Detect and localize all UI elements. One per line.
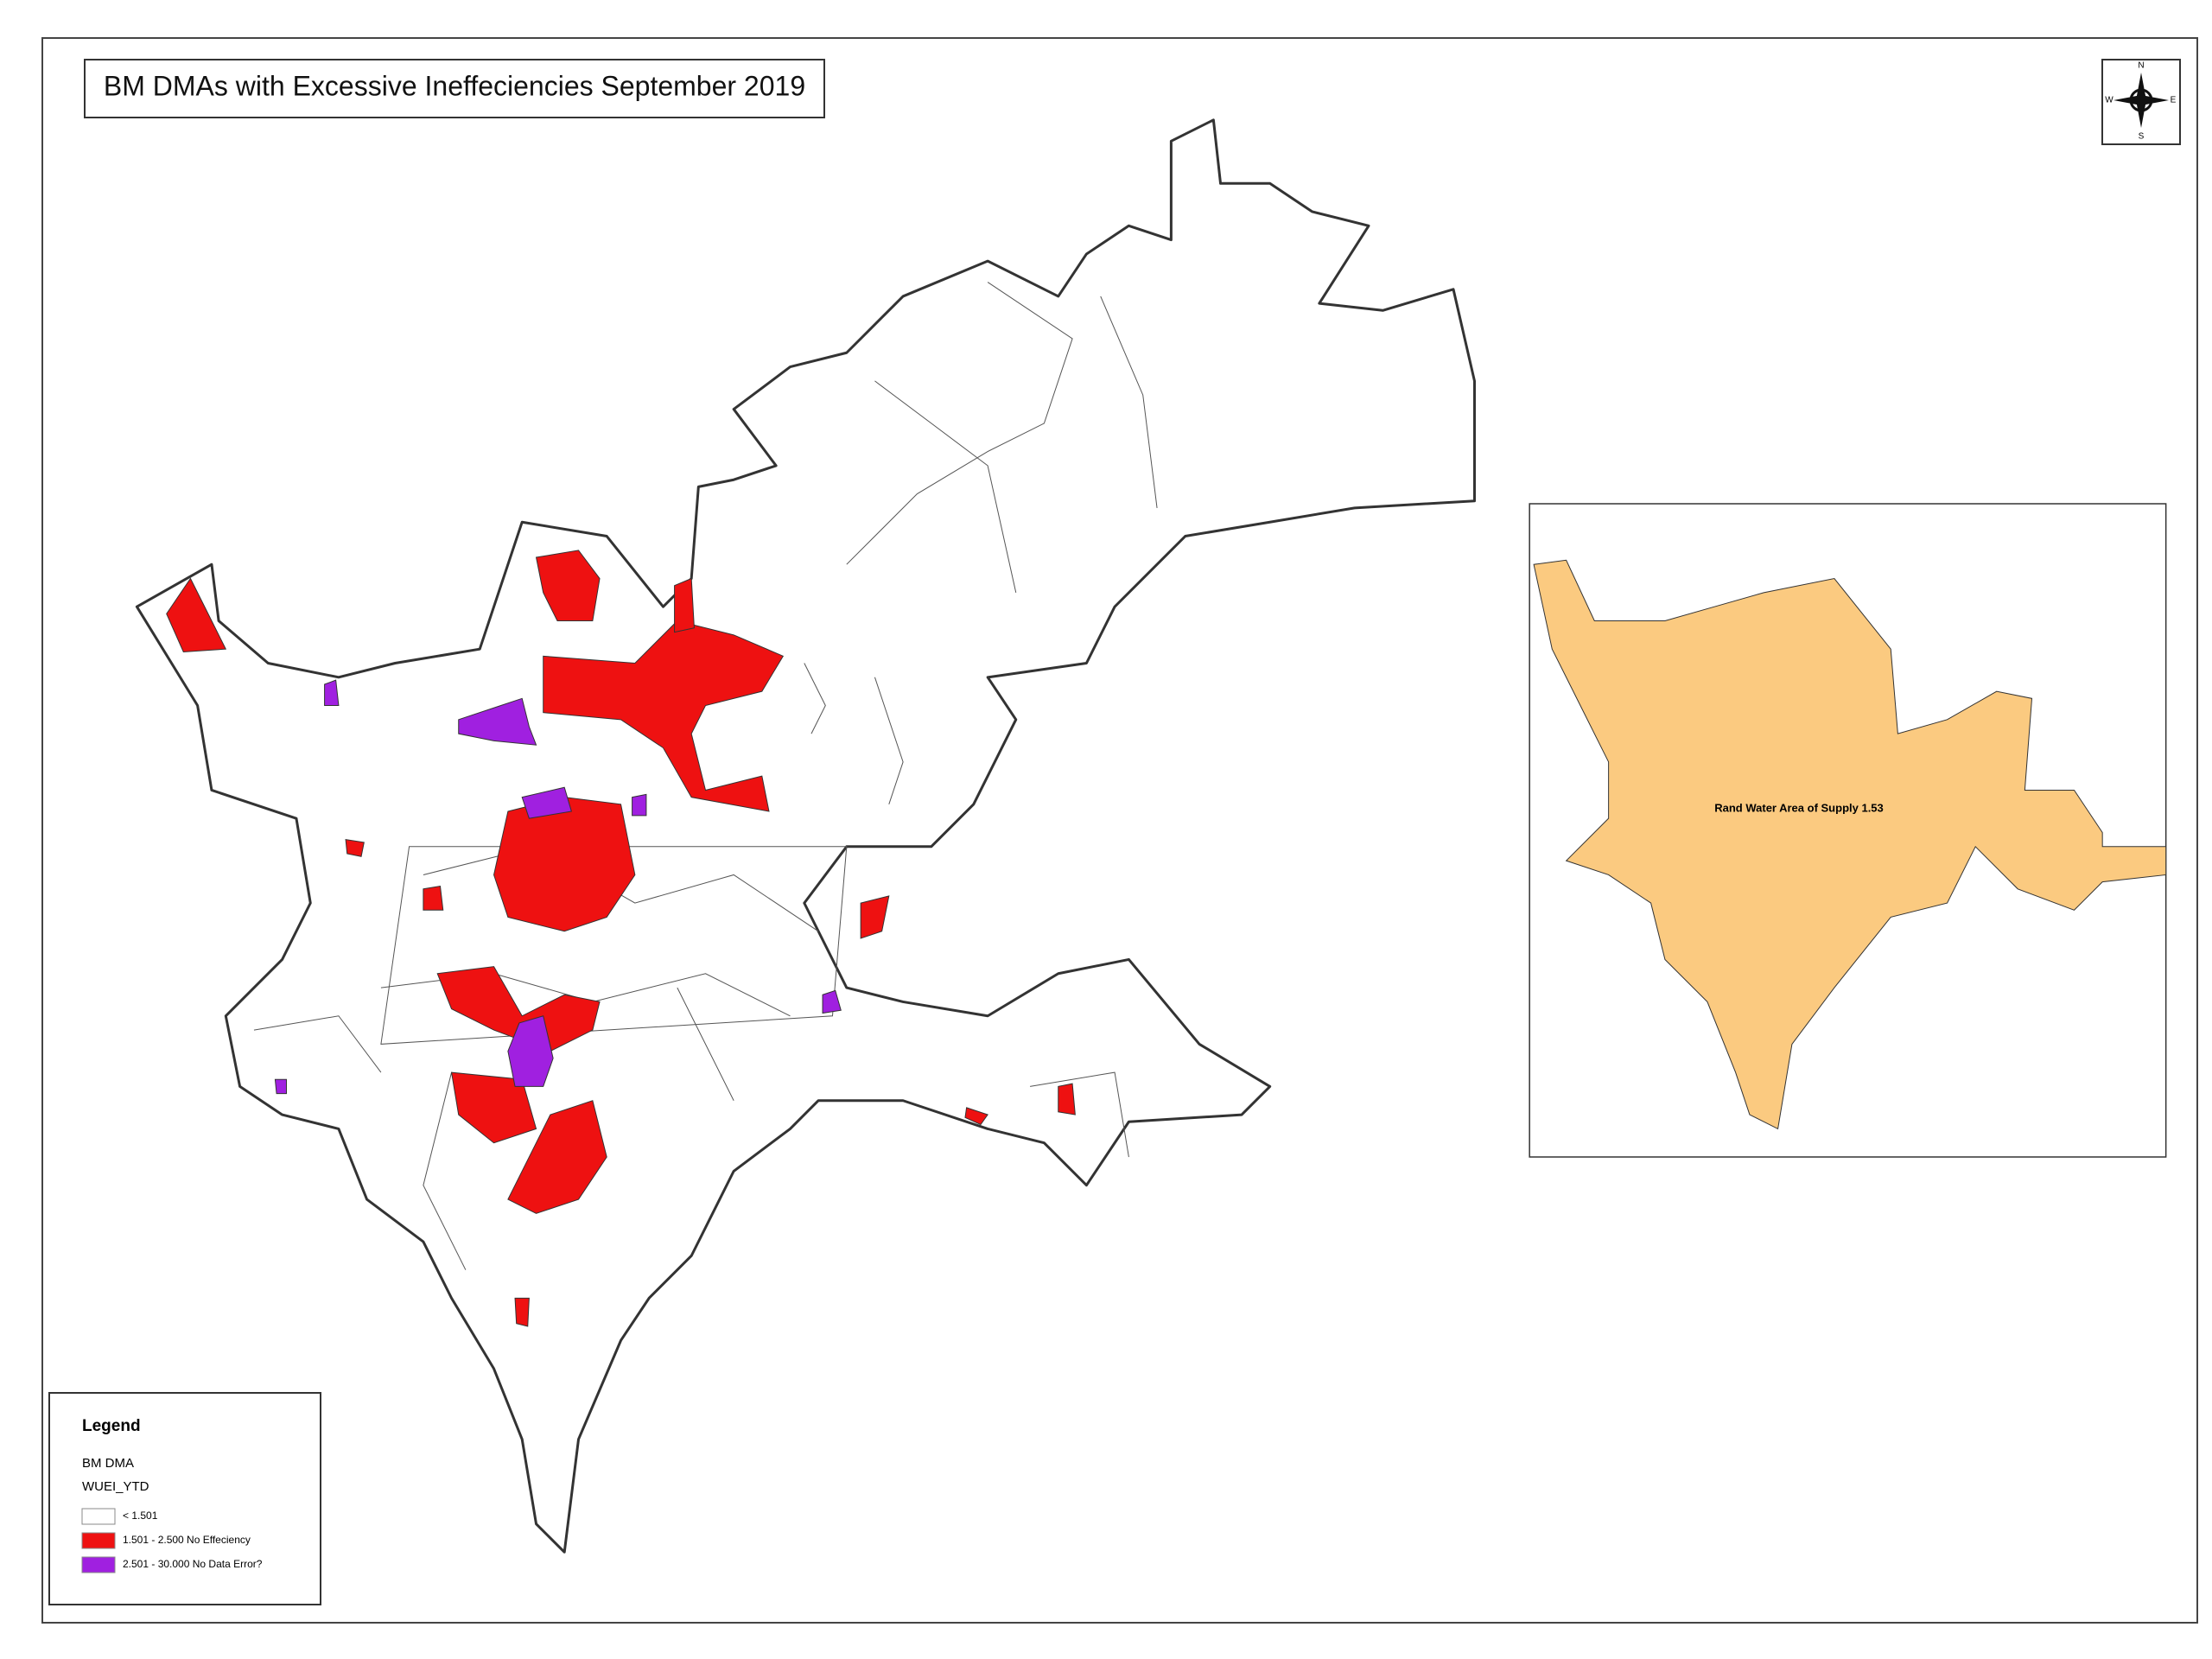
dma-red bbox=[494, 798, 635, 931]
dma-purple bbox=[459, 698, 537, 745]
dma-red bbox=[515, 1298, 529, 1326]
dma-red bbox=[543, 621, 784, 811]
compass-n: N bbox=[2138, 61, 2144, 71]
dma-class-2 bbox=[275, 680, 841, 1093]
dma-red bbox=[508, 1101, 607, 1214]
dma-red bbox=[675, 579, 695, 632]
legend-label: 2.501 - 30.000 No Data Error? bbox=[123, 1558, 263, 1570]
inset-label: Rand Water Area of Supply 1.53 bbox=[1714, 801, 1884, 814]
legend-layer: BM DMA bbox=[82, 1456, 134, 1471]
dma-red bbox=[861, 896, 889, 938]
compass-s: S bbox=[2139, 132, 2145, 142]
dma-purple bbox=[823, 990, 841, 1013]
dma-purple bbox=[508, 1016, 553, 1087]
dma-class-1 bbox=[167, 550, 1076, 1326]
legend: Legend BM DMA WUEI_YTD < 1.501 1.501 - 2.… bbox=[48, 1392, 321, 1605]
dma-red bbox=[423, 887, 443, 911]
legend-swatch bbox=[81, 1532, 116, 1549]
dma-purple bbox=[275, 1079, 286, 1093]
legend-label: 1.501 - 2.500 No Effeciency bbox=[123, 1534, 251, 1546]
legend-swatch bbox=[81, 1508, 116, 1525]
dma-red bbox=[452, 1072, 537, 1143]
compass: N S E W bbox=[2101, 59, 2181, 145]
dma-purple bbox=[632, 794, 646, 815]
compass-e: E bbox=[2171, 96, 2177, 105]
legend-field: WUEI_YTD bbox=[82, 1479, 149, 1494]
title-box bbox=[84, 59, 825, 118]
dma-red bbox=[167, 579, 226, 652]
legend-title: Legend bbox=[82, 1417, 141, 1435]
map-title: BM DMAs with Excessive Ineffeciencies Se… bbox=[104, 70, 805, 101]
compass-w: W bbox=[2105, 96, 2113, 105]
legend-swatch bbox=[81, 1556, 116, 1573]
dma-red bbox=[965, 1108, 988, 1125]
supply-boundary bbox=[137, 120, 1474, 1552]
inset-area bbox=[1534, 560, 2166, 1128]
dma-cluster bbox=[381, 847, 847, 1045]
dma-red bbox=[537, 550, 600, 621]
main-map bbox=[137, 120, 2165, 1552]
legend-label: < 1.501 bbox=[123, 1510, 158, 1522]
dma-purple bbox=[522, 787, 571, 818]
dma-red bbox=[437, 967, 600, 1052]
dma-red bbox=[1058, 1084, 1076, 1115]
dma-red bbox=[346, 840, 364, 857]
dma-purple bbox=[325, 680, 339, 705]
compass-star bbox=[2113, 73, 2169, 128]
legend-items: < 1.501 1.501 - 2.500 No Effeciency 2.501 … bbox=[81, 1508, 263, 1573]
